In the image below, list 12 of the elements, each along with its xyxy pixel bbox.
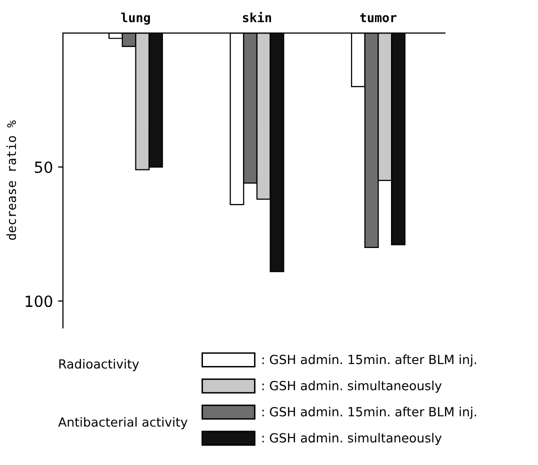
legend-label: : GSH admin. 15min. after BLM inj. — [262, 354, 476, 367]
text: Radioactivity — [59, 358, 139, 372]
legend-label: : GSH admin. 15min. after BLM inj. — [262, 406, 476, 419]
text: Antibacterial activity — [58, 417, 188, 430]
x-tick-label: tumor — [360, 13, 397, 22]
y-axis-title: decrease ratio % — [6, 120, 16, 240]
y-tick-label: 50 — [34, 161, 52, 174]
legend-label: : GSH admin. simultaneously — [262, 380, 442, 393]
y-tick-label: 100 — [26, 295, 52, 308]
legend-label: : GSH admin. simultaneously — [262, 432, 442, 445]
x-tick-label: skin — [242, 12, 272, 22]
x-tick-label: lung — [121, 12, 150, 25]
